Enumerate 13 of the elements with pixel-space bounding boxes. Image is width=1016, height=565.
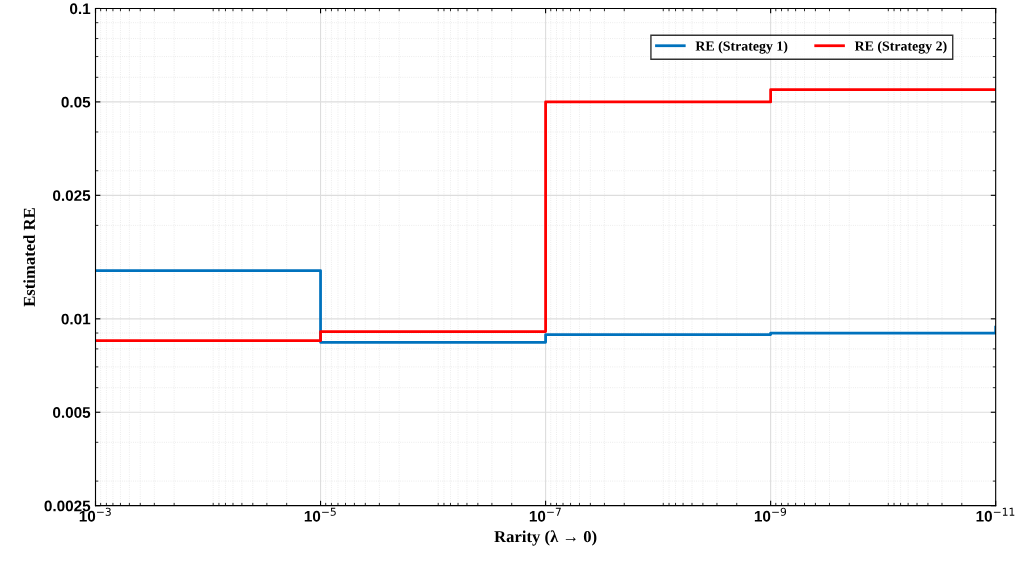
y-axis-title: Estimated RE xyxy=(23,208,35,307)
y-tick-label: 0.025 xyxy=(53,190,91,202)
x-axis-title: Rarity (λ → 0) xyxy=(494,530,597,546)
y-tick-label: 0.1 xyxy=(70,3,91,15)
y-tick-label: 0.01 xyxy=(61,313,91,325)
x-tick-label: 10$^{−9}$ xyxy=(754,507,787,522)
y-tick-label: 0.05 xyxy=(61,96,91,108)
legend-label: RE (Strategy 1) xyxy=(695,40,788,54)
x-tick-label: 10$^{−7}$ xyxy=(529,507,561,522)
x-tick-label: 10$^{−11}$ xyxy=(976,507,1015,522)
y-tick-label: 0.005 xyxy=(53,407,91,418)
x-tick-label: 10$^{−5}$ xyxy=(304,507,336,522)
legend-label: RE (Strategy 2) xyxy=(854,40,947,54)
